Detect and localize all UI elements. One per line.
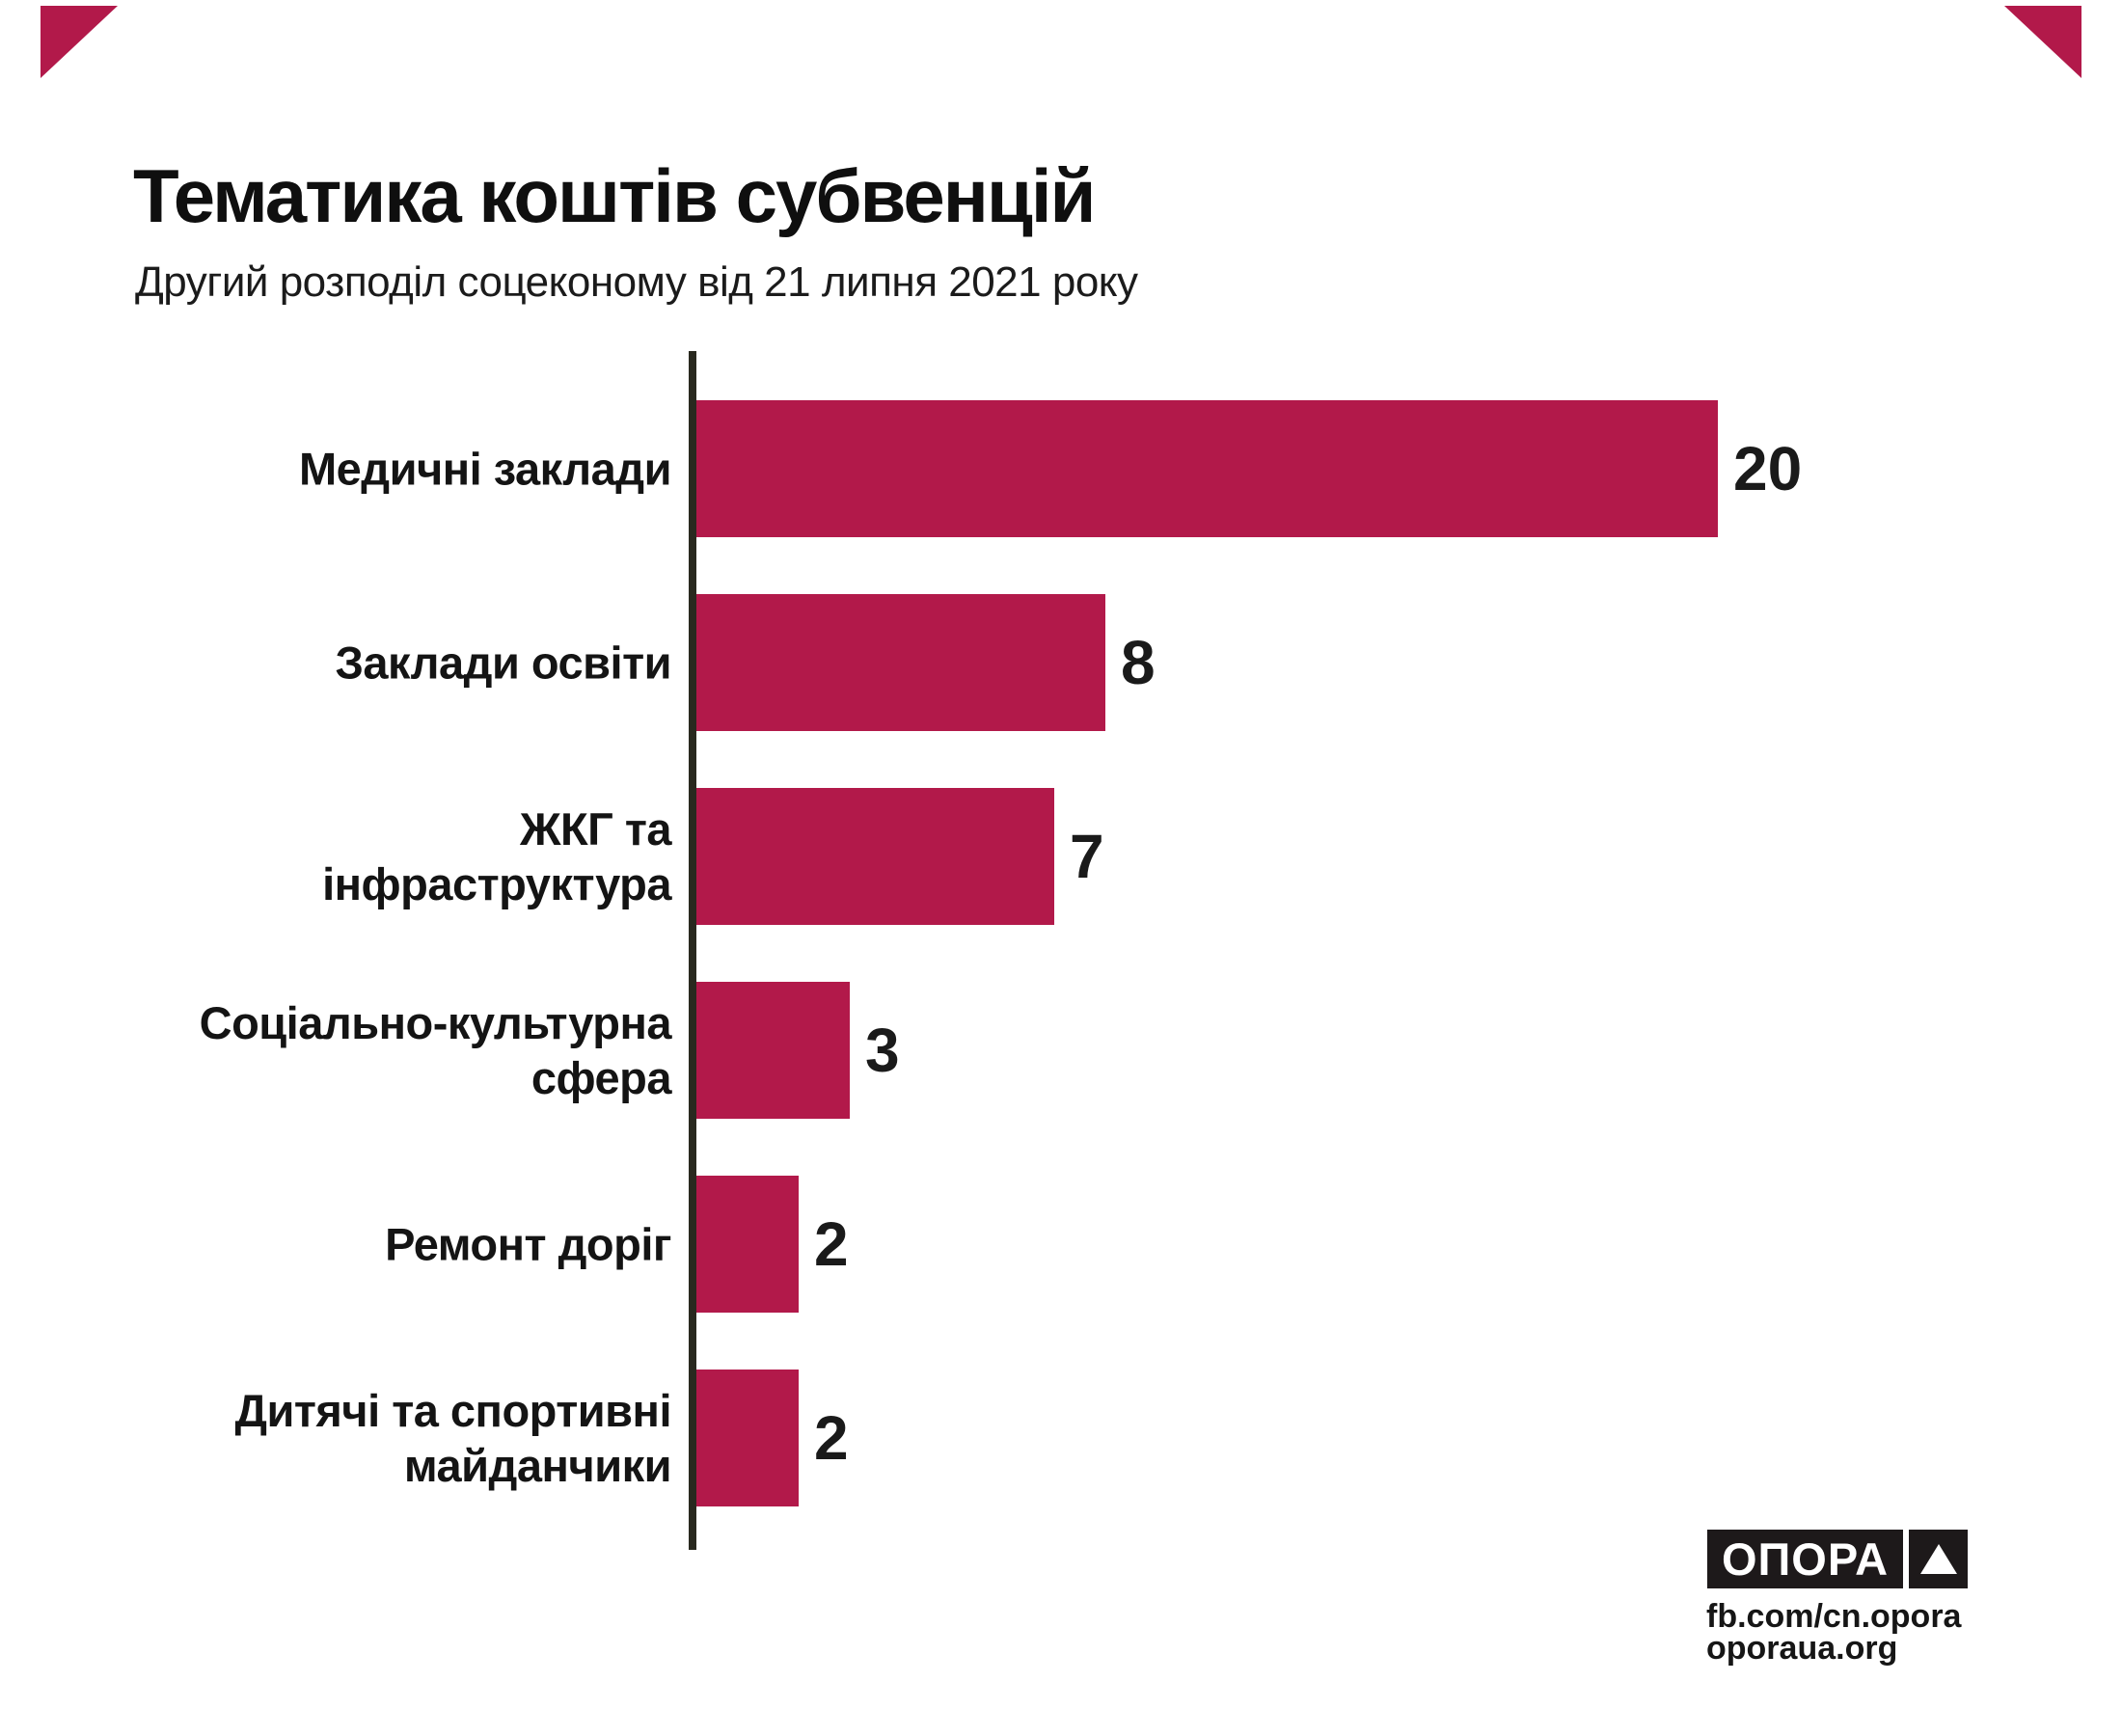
chart-row: Дитячі та спортивні майданчики 2: [0, 1370, 2122, 1506]
bar-value-label: 8: [1121, 628, 1156, 697]
bar: [696, 594, 1105, 731]
opora-logo-text: ОПОРА: [1707, 1530, 1903, 1588]
page-title: Тематика коштів субвенцій: [133, 153, 1096, 238]
category-label: Дитячі та спортивні майданчики: [234, 1385, 671, 1491]
bar: [696, 788, 1054, 925]
category-label: Соціально-культурна сфера: [199, 997, 672, 1103]
category-label: Заклади освіти: [335, 637, 671, 689]
bar: [696, 1370, 799, 1506]
bar-value-label: 7: [1070, 822, 1104, 891]
bar-value-label: 2: [814, 1209, 849, 1279]
category-label: Медичні заклади: [298, 443, 672, 495]
chart-row: Заклади освіти 8: [0, 594, 2122, 731]
category-label: ЖКГ та інфраструктура: [322, 803, 671, 909]
opora-logo-triangle-box: [1909, 1530, 1968, 1588]
bar: [696, 400, 1718, 537]
triangle-up-icon: [1919, 1544, 1957, 1574]
bar: [696, 1176, 799, 1313]
bar-value-label: 20: [1733, 434, 1803, 503]
website-link: oporaua.org: [1706, 1630, 1898, 1667]
bar: [696, 982, 850, 1119]
bar-value-label: 2: [814, 1403, 849, 1473]
chart-row: Ремонт доріг 2: [0, 1176, 2122, 1313]
bar-value-label: 3: [865, 1016, 900, 1085]
category-label: Ремонт доріг: [385, 1218, 671, 1270]
branding-links: fb.com/cn.opora oporaua.org: [1706, 1598, 1962, 1667]
y-axis-line: [689, 351, 696, 1550]
opora-logo: ОПОРА: [1707, 1530, 1968, 1588]
chart-row: ЖКГ та інфраструктура 7: [0, 788, 2122, 925]
facebook-link: fb.com/cn.opora: [1706, 1598, 1962, 1635]
chart-row: Медичні заклади 20: [0, 400, 2122, 537]
chart-row: Соціально-культурна сфера 3: [0, 982, 2122, 1119]
page-subtitle: Другий розподіл соцеконому від 21 липня …: [135, 258, 1138, 306]
